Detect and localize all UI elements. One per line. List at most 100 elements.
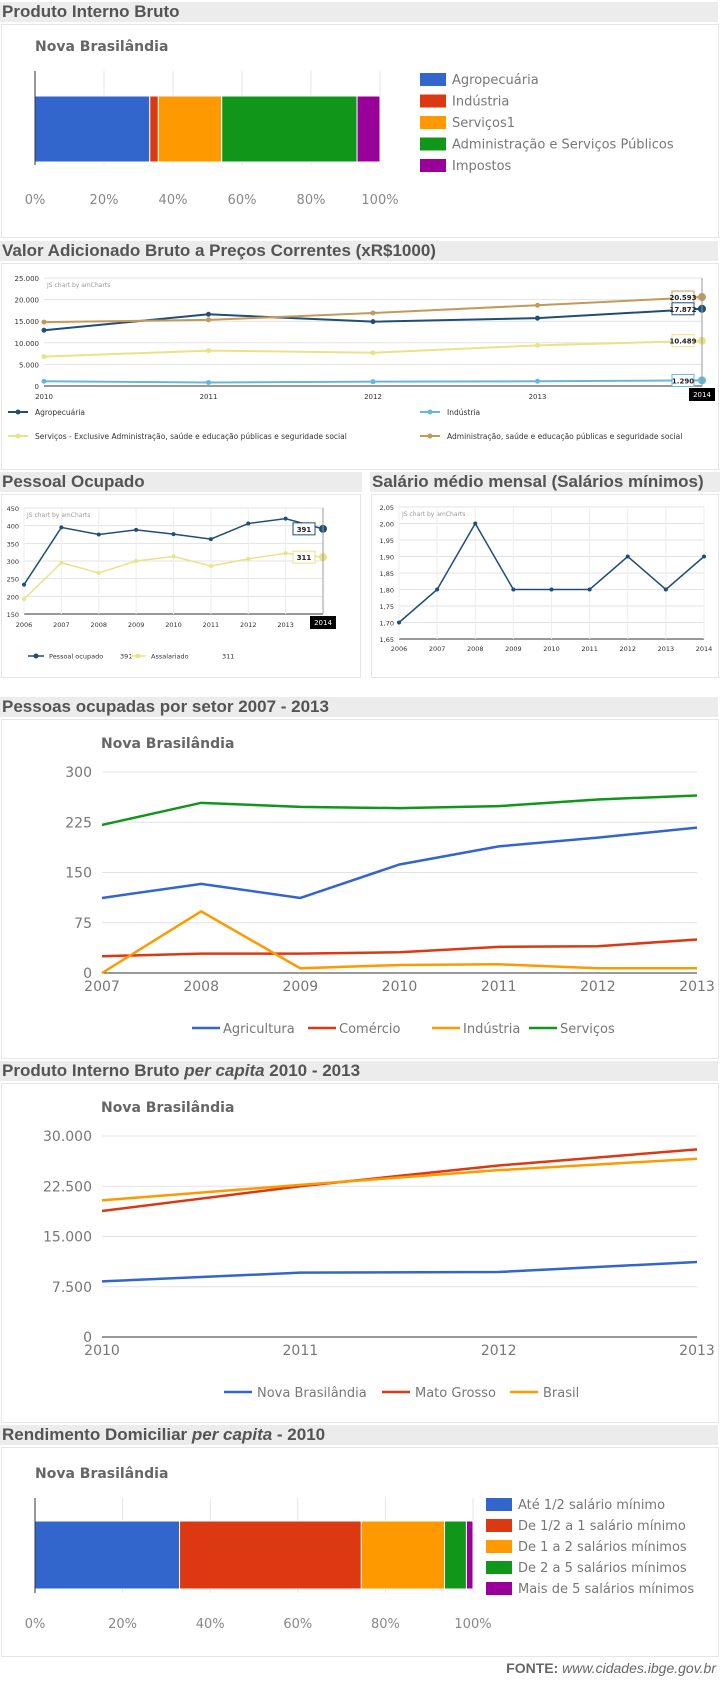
data-point <box>370 350 376 356</box>
x-tick-label: 2007 <box>53 621 70 629</box>
x-tick-label: 2013 <box>679 979 715 995</box>
x-tick-label: 20% <box>90 193 119 208</box>
legend-swatch <box>420 137 446 151</box>
legend-label: Assalariado <box>151 653 189 661</box>
chart-percapita: Nova Brasilândia 0 7.500 15.000 22.500 30.000… <box>43 1100 715 1401</box>
x-tick-label: 60% <box>283 1617 312 1632</box>
section-title-pib: Produto Interno Bruto <box>0 2 718 22</box>
series-line <box>101 909 697 975</box>
section-title-rendimento: Rendimento Domiciliar per capita - 2010 <box>0 1425 718 1445</box>
x-tick-label: 2009 <box>128 621 145 629</box>
data-point <box>397 620 401 625</box>
source-link[interactable]: www.cidades.ibge.gov.br <box>562 1660 716 1676</box>
chart-panel-pib: Nova Brasilândia 0% 20% 40% 60% 80% 100% Agrope… <box>1 24 719 238</box>
value-balloon <box>671 373 695 387</box>
data-point <box>134 527 139 532</box>
legend-label: Mato Grosso <box>415 1386 496 1401</box>
bar-segment <box>34 95 151 163</box>
chart-title: Nova Brasilândia <box>101 1100 234 1116</box>
bar-segment <box>465 1520 474 1590</box>
series-line <box>101 794 698 827</box>
legend-label: Mais de 5 salários mínimos <box>518 1582 694 1597</box>
data-point <box>41 354 47 360</box>
x-tick-label: 40% <box>159 193 188 208</box>
data-point <box>663 587 668 592</box>
y-tick-label: 20.000 <box>15 297 40 305</box>
y-tick-label: 25.000 <box>15 275 40 283</box>
x-tick-label: 80% <box>297 193 326 208</box>
y-tick-label: 400 <box>7 523 19 531</box>
data-point <box>246 521 251 526</box>
value-balloon <box>671 302 695 316</box>
x-tick-label: 2013 <box>277 621 294 629</box>
legend-label: Agropecuária <box>35 408 85 417</box>
data-point <box>535 302 540 308</box>
x-tick-label: 40% <box>196 1617 225 1632</box>
chart-salario: JS chart by amCharts 1,65 1,70 1,75 1,80 1,85… <box>380 504 713 653</box>
x-tick-label: 2014 <box>696 645 713 653</box>
chart-panel-setor: Nova Brasilândia 0 75 150 225 300 2007 2008 2009… <box>1 719 719 1059</box>
bar-segment <box>157 95 223 163</box>
legend-label: Administração, saúde e educação públicas… <box>447 432 682 441</box>
value-balloon <box>292 550 316 564</box>
series-line <box>101 1157 698 1202</box>
data-point <box>41 378 47 384</box>
x-tick-label: 2010 <box>84 1343 120 1359</box>
legend-label: Impostos <box>452 159 512 174</box>
data-point <box>535 378 540 384</box>
x-tick-label: 2011 <box>200 393 218 401</box>
legend-swatch <box>486 1582 512 1595</box>
series-line <box>101 1260 698 1283</box>
bar-segment <box>360 1520 446 1590</box>
x-tick-label: 2012 <box>240 621 257 629</box>
data-point <box>22 597 26 602</box>
y-tick-label: 450 <box>7 505 19 513</box>
data-point <box>702 554 706 559</box>
y-tick-label: 1,85 <box>380 570 394 578</box>
amcharts-credit: JS chart by amCharts <box>46 282 110 289</box>
chart-panel-vab: JS chart by amCharts 0 5.000 10.000 15.000 20… <box>1 263 719 470</box>
y-tick-label: 5.000 <box>19 361 39 369</box>
chart-pib: Nova Brasilândia 0% 20% 40% 60% 80% 100% Agrope… <box>25 39 674 208</box>
x-tick-label: 2008 <box>467 645 484 653</box>
x-tick-label: 2012 <box>619 645 636 653</box>
section-title-setor: Pessoas ocupadas por setor 2007 - 2013 <box>0 697 718 717</box>
legend-label: Serviços <box>560 1022 615 1037</box>
legend-swatch <box>420 94 446 108</box>
value-balloon-label: 20.593 <box>669 294 696 302</box>
source-footer: FONTE: www.cidades.ibge.gov.br <box>506 1660 716 1676</box>
y-tick-label: 10.000 <box>15 340 40 348</box>
y-tick-label: 150 <box>7 611 19 619</box>
bar-segment <box>149 95 159 163</box>
data-point <box>283 516 288 521</box>
y-tick-label: 15.000 <box>15 318 40 326</box>
y-tick-label: 150 <box>65 866 92 882</box>
value-balloon-label: 311 <box>297 554 312 562</box>
chart-panel-pessoal: JS chart by amCharts 150 200 250 300 350 400 45… <box>1 494 361 678</box>
chart-setor: Nova Brasilândia 0 75 150 225 300 2007 2008 2009… <box>65 736 715 1037</box>
x-tick-label: 2011 <box>581 645 598 653</box>
data-point <box>549 587 554 592</box>
chart-title: Nova Brasilândia <box>101 736 234 752</box>
x-tick-label: 100% <box>454 1617 491 1632</box>
y-tick-label: 1,80 <box>380 587 394 595</box>
series-line <box>101 1148 698 1213</box>
data-point <box>206 311 211 317</box>
data-point <box>246 556 251 561</box>
chart-panel-rendimento: Nova Brasilândia 0% 20% 40% 60% 80% 100% Até 1/… <box>1 1447 719 1657</box>
data-point <box>535 342 540 348</box>
value-balloon-label: 17.872 <box>669 306 696 314</box>
y-tick-label: 75 <box>74 916 92 932</box>
x-tick-label: 2012 <box>481 1343 517 1359</box>
legend-label: Agropecuária <box>452 73 539 88</box>
legend-marker-dot <box>15 409 21 415</box>
series-line <box>101 826 698 900</box>
amcharts-credit: JS chart by amCharts <box>401 511 465 518</box>
bar-segment <box>221 95 358 163</box>
data-point <box>171 554 176 559</box>
y-tick-label: 2,05 <box>380 504 394 512</box>
bar-segment <box>34 1520 181 1590</box>
data-point <box>370 319 376 325</box>
legend-swatch <box>420 116 446 129</box>
x-tick-label: 80% <box>371 1617 400 1632</box>
